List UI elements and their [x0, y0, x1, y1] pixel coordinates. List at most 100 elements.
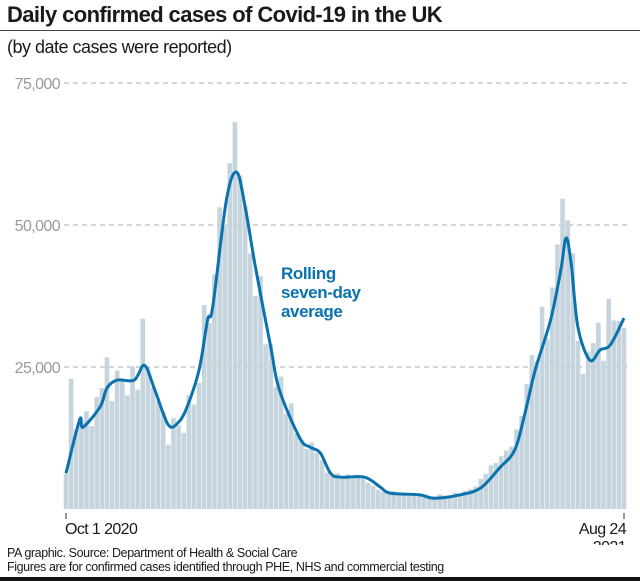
daily-bar — [120, 379, 125, 509]
daily-bar — [514, 429, 519, 509]
chart-subtitle: (by date cases were reported) — [7, 37, 232, 57]
daily-bar — [585, 351, 591, 509]
daily-bar — [140, 318, 146, 509]
daily-bar — [560, 198, 565, 509]
y-axis: 75,000 50,000 25,000 — [15, 76, 62, 377]
daily-bar — [299, 440, 304, 509]
daily-bar — [145, 367, 151, 509]
daily-bar — [273, 386, 279, 509]
daily-bar — [84, 411, 89, 509]
y-tick-label: 25,000 — [15, 360, 61, 377]
daily-bar — [375, 489, 381, 509]
daily-bar — [555, 244, 560, 509]
daily-bar — [319, 460, 325, 509]
daily-bar — [432, 498, 437, 509]
daily-bar — [130, 366, 135, 509]
daily-bar — [365, 482, 371, 509]
daily-bar — [478, 478, 483, 509]
x-tick-label-year: 2021 — [593, 539, 627, 545]
daily-bar — [314, 452, 320, 509]
y-tick-label: 50,000 — [15, 218, 61, 235]
daily-bar — [488, 465, 494, 509]
daily-bar — [498, 456, 504, 509]
daily-bar — [370, 485, 376, 509]
daily-bar — [73, 429, 79, 509]
daily-bar — [114, 370, 120, 509]
daily-bar — [329, 476, 335, 509]
daily-bar — [196, 382, 202, 509]
daily-bar — [258, 276, 263, 509]
daily-bar — [386, 493, 391, 509]
daily-bar — [345, 474, 350, 509]
daily-bar — [222, 225, 228, 509]
daily-bar — [473, 486, 478, 509]
daily-bar — [381, 491, 386, 509]
daily-bar — [509, 446, 514, 509]
daily-bar — [447, 495, 453, 509]
daily-bar — [309, 442, 315, 509]
daily-bar — [355, 474, 361, 509]
daily-bar — [570, 253, 576, 509]
daily-bar — [237, 175, 243, 510]
daily-bar — [406, 495, 412, 509]
daily-bar — [493, 462, 499, 509]
daily-bars — [63, 122, 627, 510]
daily-bar — [534, 361, 540, 509]
rolling-average-label-line: average — [281, 302, 342, 321]
daily-bar — [524, 384, 530, 509]
daily-bar — [416, 495, 422, 509]
daily-bar — [68, 378, 74, 509]
daily-bar — [335, 473, 340, 509]
daily-bar — [422, 494, 427, 509]
daily-bar — [227, 163, 233, 509]
x-tick-label: Aug 24 — [579, 521, 627, 538]
daily-bar — [201, 305, 207, 509]
daily-bar — [437, 494, 443, 509]
daily-bar — [63, 473, 69, 509]
x-axis: Oct 1 2020 Aug 242021 — [65, 513, 627, 545]
daily-bar — [186, 395, 192, 509]
x-tick-label: Oct 1 2020 — [65, 521, 138, 538]
title-divider — [0, 30, 640, 31]
daily-bar — [616, 320, 622, 509]
daily-bar — [596, 322, 601, 509]
daily-bar — [340, 477, 345, 509]
daily-bar — [181, 432, 187, 509]
daily-bar — [621, 327, 627, 509]
daily-bar — [462, 490, 468, 509]
daily-bar — [304, 448, 309, 509]
chart-title: Daily confirmed cases of Covid-19 in the… — [7, 2, 443, 27]
daily-bar — [401, 494, 407, 509]
daily-bar — [550, 287, 555, 509]
daily-bar — [135, 389, 140, 509]
daily-bar — [452, 492, 458, 509]
daily-bar — [411, 493, 417, 509]
daily-bar — [247, 253, 253, 509]
daily-bar — [278, 376, 284, 509]
daily-bar — [207, 323, 212, 509]
daily-bar — [160, 411, 166, 509]
daily-bar — [79, 420, 84, 509]
daily-bar — [442, 495, 448, 509]
daily-bar — [109, 401, 115, 509]
daily-bar — [268, 343, 274, 509]
rolling-average-label-line: Rolling — [281, 264, 336, 283]
daily-bar — [360, 478, 366, 509]
rolling-average-line — [64, 170, 626, 500]
daily-bar — [601, 360, 606, 509]
daily-bar — [324, 472, 330, 509]
daily-bar — [125, 395, 130, 509]
daily-bar — [457, 494, 463, 509]
daily-bar — [483, 473, 489, 509]
daily-bar — [191, 404, 197, 509]
source-note: PA graphic. Source: Department of Health… — [7, 546, 298, 560]
daily-bar — [539, 306, 545, 509]
daily-bar — [468, 489, 473, 509]
daily-bar — [391, 491, 396, 509]
daily-bar — [611, 320, 617, 509]
daily-bar — [176, 425, 181, 509]
daily-bar — [544, 338, 550, 509]
daily-bar — [519, 415, 524, 509]
